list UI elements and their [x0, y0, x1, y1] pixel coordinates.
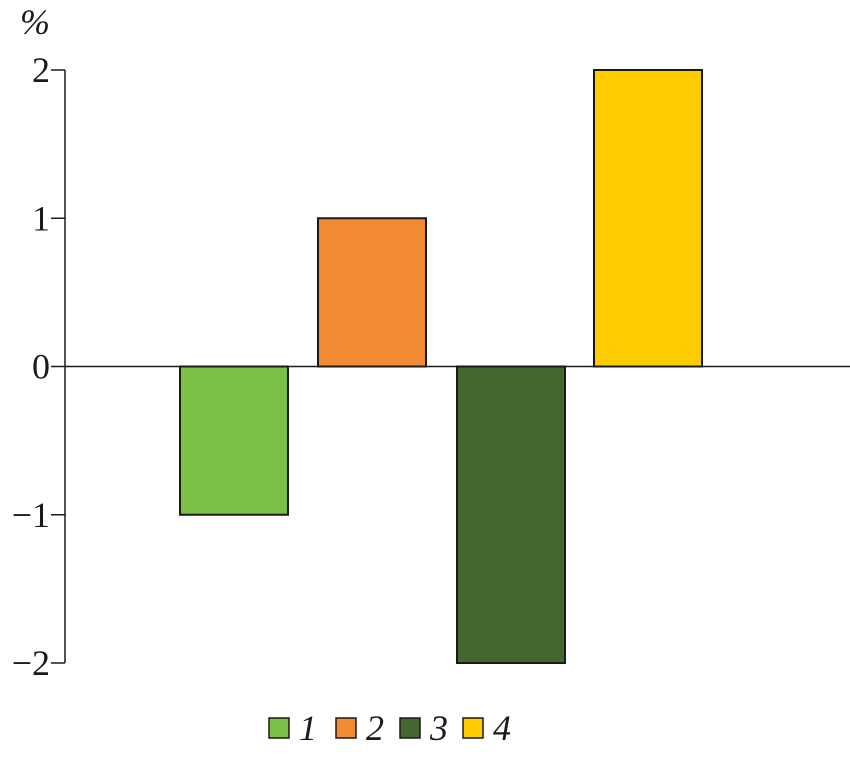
y-ticks: 2 1 0 −1 −2 [12, 50, 65, 683]
legend-label-1: 1 [299, 708, 317, 748]
legend-swatch-1 [268, 717, 290, 739]
legend-label-3: 3 [429, 708, 448, 748]
bar-2 [317, 217, 427, 368]
legend: 1 2 3 4 [268, 708, 511, 748]
y-tick-label: −2 [12, 643, 50, 683]
y-tick-label: −1 [12, 495, 50, 535]
y-tick-label: 0 [32, 347, 50, 387]
legend-swatch-3 [399, 717, 421, 739]
legend-swatch-4 [462, 717, 484, 739]
bar-1 [179, 365, 289, 516]
legend-label-2: 2 [366, 708, 384, 748]
legend-label-4: 4 [493, 708, 511, 748]
bar-4 [593, 69, 703, 368]
legend-swatch-2 [335, 717, 357, 739]
y-unit-label: % [20, 2, 50, 42]
bar-3 [456, 365, 566, 664]
y-tick-label: 1 [32, 198, 50, 238]
y-tick-label: 2 [32, 50, 50, 90]
bars [179, 69, 703, 664]
